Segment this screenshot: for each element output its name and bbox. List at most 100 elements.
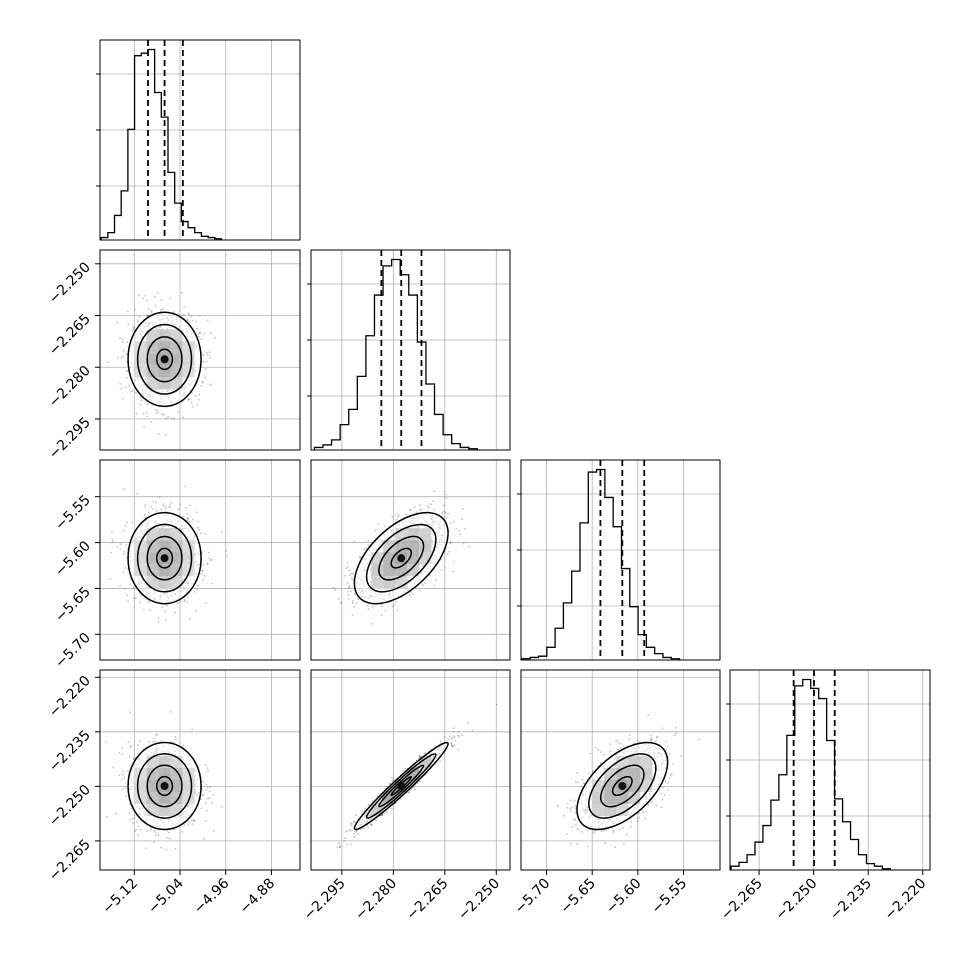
sample-point	[354, 541, 356, 543]
sample-point	[107, 361, 109, 363]
sample-point	[375, 820, 377, 822]
sample-point	[221, 531, 223, 533]
sample-point	[433, 509, 435, 511]
sample-point	[349, 574, 351, 576]
sample-point	[468, 546, 470, 548]
sample-point	[160, 847, 162, 849]
sample-point	[350, 591, 352, 593]
sample-point	[352, 614, 354, 616]
sample-point	[197, 521, 199, 523]
sample-point	[196, 328, 198, 330]
sample-point	[207, 563, 209, 565]
sample-point	[453, 521, 455, 523]
sample-point	[182, 745, 184, 747]
sample-point	[200, 385, 202, 387]
sample-point	[198, 336, 200, 338]
sample-point	[165, 619, 167, 621]
sample-point	[122, 398, 124, 400]
sample-point	[347, 582, 349, 584]
sample-point	[152, 508, 154, 510]
sample-point	[409, 509, 411, 511]
sample-point	[200, 532, 202, 534]
sample-point	[207, 320, 209, 322]
sample-point	[348, 586, 350, 588]
sample-point	[185, 486, 187, 488]
sample-point	[119, 585, 121, 587]
sample-point	[205, 368, 207, 370]
sample-point	[129, 819, 131, 821]
sample-point	[367, 540, 369, 542]
sample-point	[170, 711, 172, 713]
sample-point	[446, 494, 448, 496]
sample-point	[144, 295, 146, 297]
sample-point	[187, 519, 189, 521]
sample-point	[119, 383, 121, 385]
sample-point	[462, 508, 464, 510]
sample-point	[357, 598, 359, 600]
sample-point	[443, 457, 445, 459]
sample-point	[205, 764, 207, 766]
sample-point	[398, 514, 400, 516]
sample-point	[184, 599, 186, 601]
panel-content	[337, 704, 498, 849]
sample-point	[385, 610, 387, 612]
sample-point	[126, 377, 128, 379]
sample-point	[199, 332, 201, 334]
sample-point	[186, 601, 188, 603]
sample-point	[134, 309, 136, 311]
sample-point	[150, 829, 152, 831]
sample-point	[173, 311, 175, 313]
sample-point	[175, 848, 177, 850]
sample-point	[139, 740, 141, 742]
sample-point	[205, 820, 207, 822]
sample-point	[348, 598, 350, 600]
sample-point	[122, 789, 124, 791]
sample-point	[183, 306, 185, 308]
sample-point	[122, 341, 124, 343]
sample-point	[191, 729, 193, 731]
sample-point	[181, 292, 183, 294]
sample-point	[148, 741, 150, 743]
sample-point	[226, 550, 228, 552]
sample-point	[368, 804, 370, 806]
sample-point	[125, 567, 127, 569]
sample-point	[188, 517, 190, 519]
sample-point	[211, 559, 213, 561]
sample-point	[175, 736, 177, 738]
sample-point	[208, 797, 210, 799]
density-peak	[161, 355, 169, 363]
sample-point	[452, 571, 454, 573]
sample-point	[450, 522, 452, 524]
sample-point	[124, 788, 126, 790]
sample-point	[126, 795, 128, 797]
sample-point	[447, 553, 449, 555]
sample-point	[214, 337, 216, 339]
sample-point	[154, 830, 156, 832]
sample-point	[129, 711, 131, 713]
sample-point	[356, 603, 358, 605]
sample-point	[421, 509, 423, 511]
sample-point	[352, 579, 354, 581]
sample-point	[187, 597, 189, 599]
sample-point	[202, 381, 204, 383]
sample-point	[444, 512, 446, 514]
panel-content	[107, 292, 216, 436]
sample-point	[144, 514, 146, 516]
sample-point	[146, 830, 148, 832]
sample-point	[200, 338, 202, 340]
sample-point	[112, 541, 114, 543]
sample-point	[129, 746, 131, 748]
sample-point	[363, 828, 365, 830]
sample-point	[140, 829, 142, 831]
sample-point	[155, 832, 157, 834]
histogram-step	[314, 260, 477, 450]
sample-point	[158, 835, 160, 837]
sample-point	[211, 802, 213, 804]
sample-point	[206, 352, 208, 354]
sample-point	[209, 557, 211, 559]
sample-point	[133, 587, 135, 589]
sample-point	[194, 591, 196, 593]
sample-point	[117, 357, 119, 359]
sample-point	[158, 833, 160, 835]
sample-point	[203, 354, 205, 356]
